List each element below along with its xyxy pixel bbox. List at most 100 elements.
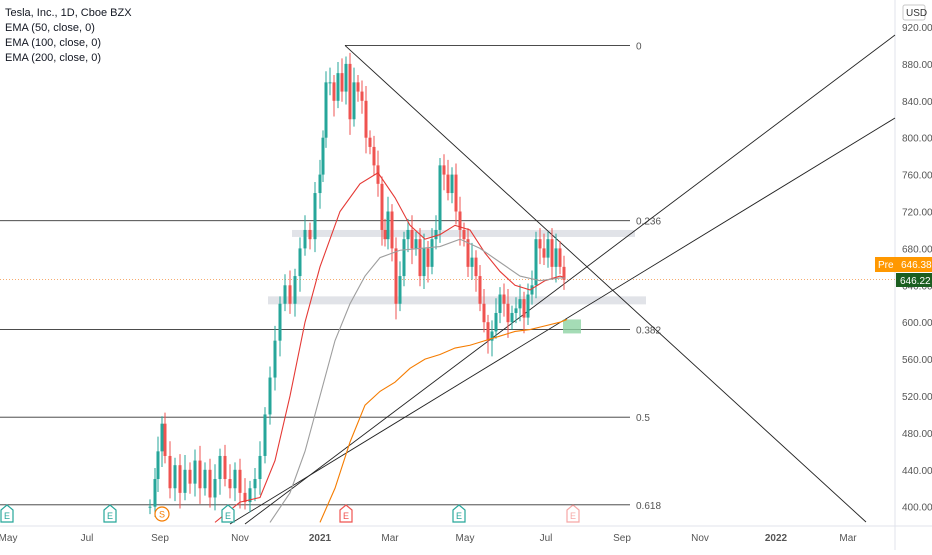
candle-body xyxy=(223,455,227,480)
y-tick-label: 560.00 xyxy=(902,355,932,366)
candle-body xyxy=(348,63,352,120)
candle-body xyxy=(558,248,562,267)
candle-body xyxy=(324,82,328,138)
earnings-marker xyxy=(566,504,580,523)
premarket-tag-box xyxy=(875,257,932,272)
candle-body xyxy=(183,469,187,493)
earnings-marker-label: E xyxy=(456,511,462,521)
candle-body xyxy=(402,239,406,277)
candle-body xyxy=(356,82,360,92)
trendline-descending xyxy=(344,45,867,523)
x-tick-label: Sep xyxy=(151,533,169,544)
support-zone xyxy=(268,296,646,305)
y-tick-label: 440.00 xyxy=(902,466,932,477)
candle-body xyxy=(160,423,164,452)
last-price-box xyxy=(896,273,932,287)
candle-body xyxy=(446,174,450,194)
candle-body xyxy=(193,460,197,484)
y-tick-label: 880.00 xyxy=(902,60,932,71)
x-tick-label: Mar xyxy=(839,533,857,544)
candle-body xyxy=(173,465,177,489)
candle-body xyxy=(522,299,526,318)
fib-label: 0.5 xyxy=(636,413,650,424)
candle-body xyxy=(303,229,307,249)
candle-body xyxy=(203,469,207,489)
trendline-ascending-steep xyxy=(244,34,896,525)
earnings-marker-label: E xyxy=(107,511,113,521)
x-tick-label: Mar xyxy=(381,533,399,544)
candle-body xyxy=(478,276,482,304)
legend-ema50[interactable]: EMA (50, close, 0) xyxy=(5,22,95,34)
candle-body xyxy=(243,492,247,503)
candle-body xyxy=(168,455,172,489)
candle-body xyxy=(438,165,442,230)
candle-body xyxy=(293,276,297,304)
fib-label: 0 xyxy=(636,41,642,52)
ema200-line xyxy=(319,318,568,523)
candle-body xyxy=(148,506,152,508)
candle-body xyxy=(233,469,237,489)
candle-body xyxy=(386,211,390,240)
candle-body xyxy=(368,137,372,147)
x-tick-label: Jul xyxy=(81,533,94,544)
candle-body xyxy=(474,257,478,277)
x-tick-label: Sep xyxy=(613,533,631,544)
candle-body xyxy=(283,285,287,304)
candle-body xyxy=(410,229,414,249)
earnings-marker xyxy=(221,504,235,523)
dividend-marker-label: S xyxy=(159,510,165,520)
y-tick-label: 600.00 xyxy=(902,318,932,329)
candle-body xyxy=(470,257,474,267)
earnings-marker xyxy=(0,504,14,523)
candle-body xyxy=(458,211,462,230)
candle-body xyxy=(360,91,364,101)
candle-body xyxy=(383,229,387,240)
earnings-marker xyxy=(103,504,117,523)
candle-body xyxy=(526,294,530,318)
candle-body xyxy=(502,294,506,304)
y-tick-label: 760.00 xyxy=(902,171,932,182)
currency-box xyxy=(902,4,926,21)
candle-body xyxy=(430,239,434,267)
legend-ema200[interactable]: EMA (200, close, 0) xyxy=(5,52,101,64)
candle-body xyxy=(352,82,356,120)
candle-body xyxy=(490,331,494,341)
candle-body xyxy=(534,239,538,286)
fib-label: 0.236 xyxy=(636,217,661,228)
candle-body xyxy=(514,308,518,313)
y-tick-label: 920.00 xyxy=(902,23,932,34)
candle-body xyxy=(486,322,490,341)
earnings-marker-label: E xyxy=(225,511,231,521)
candle-body xyxy=(340,73,344,92)
candle-body xyxy=(268,377,272,415)
fib-label: 0.618 xyxy=(636,501,661,512)
candle-body xyxy=(406,229,410,240)
candle-body xyxy=(328,82,332,84)
candle-body xyxy=(554,248,558,267)
candle-body xyxy=(506,303,510,323)
candle-body xyxy=(562,266,566,280)
earnings-marker-label: E xyxy=(570,511,576,521)
y-tick-label: 520.00 xyxy=(902,392,932,403)
ema50-line xyxy=(214,172,566,523)
legend-ema100[interactable]: EMA (100, close, 0) xyxy=(5,37,101,49)
candle-body xyxy=(454,174,458,212)
candle-body xyxy=(394,248,398,304)
candle-body xyxy=(238,469,242,493)
candle-body xyxy=(550,239,554,267)
candle-body xyxy=(336,73,340,101)
candle-body xyxy=(156,451,160,480)
candle-body xyxy=(422,248,426,277)
candle-body xyxy=(263,414,267,456)
x-tick-label: May xyxy=(0,533,17,544)
chart-legend: Tesla, Inc., 1D, Cboe BZX EMA (50, close… xyxy=(5,6,132,66)
y-tick-label: 720.00 xyxy=(902,208,932,219)
x-tick-label: Nov xyxy=(691,533,709,544)
candle-body xyxy=(188,469,192,484)
y-tick-label: 680.00 xyxy=(902,244,932,255)
candle-body xyxy=(198,460,202,489)
candle-body xyxy=(494,312,498,332)
candle-body xyxy=(380,183,384,230)
earnings-marker-label: E xyxy=(4,511,10,521)
